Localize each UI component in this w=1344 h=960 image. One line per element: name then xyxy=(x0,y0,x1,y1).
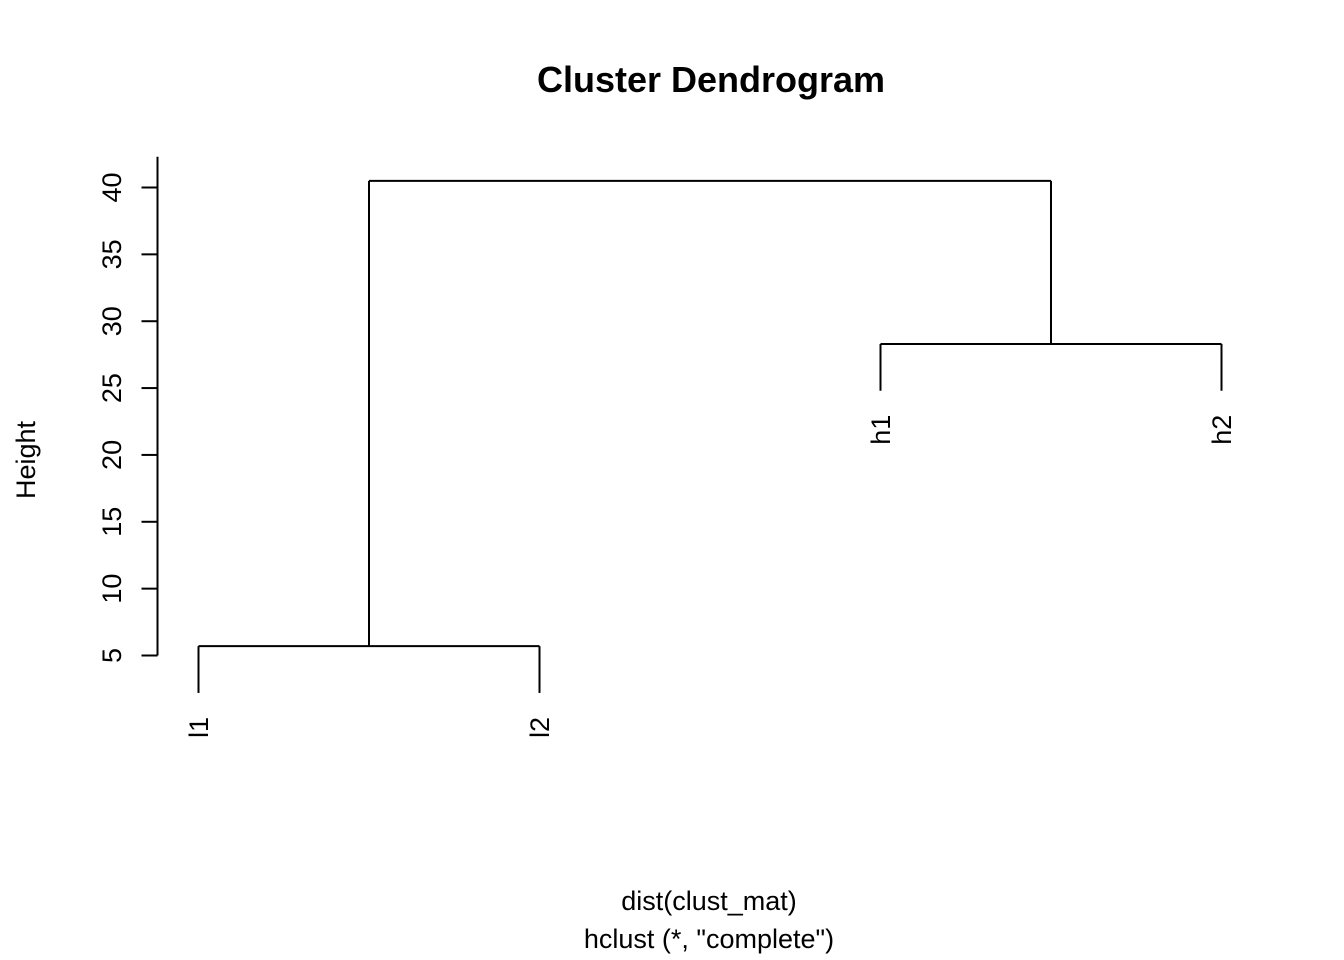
y-axis-label: Height xyxy=(11,420,41,499)
y-axis: 5 10 15 20 25 30 35 40 xyxy=(97,156,159,663)
leaf-label-l1: l1 xyxy=(184,717,214,738)
leaf-label-h1: h1 xyxy=(866,415,896,445)
leaf-label-h2: h2 xyxy=(1207,415,1237,445)
y-tick-label: 30 xyxy=(97,306,127,336)
y-tick-label: 40 xyxy=(97,172,127,202)
leaf-label-l2: l2 xyxy=(525,717,555,738)
y-tick-label: 20 xyxy=(97,440,127,470)
leaf-labels: l1 l2 h1 h2 xyxy=(184,415,1237,738)
x-axis-label-line2: hclust (*, "complete") xyxy=(584,924,834,954)
y-tick-label: 35 xyxy=(97,239,127,269)
y-tick-label: 15 xyxy=(97,507,127,537)
y-tick-label: 25 xyxy=(97,373,127,403)
dendrogram-tree xyxy=(197,179,1223,693)
x-axis-label-line1: dist(clust_mat) xyxy=(621,886,797,916)
y-tick-label: 5 xyxy=(97,648,127,663)
chart-title: Cluster Dendrogram xyxy=(537,59,885,100)
y-tick-label: 10 xyxy=(97,574,127,604)
